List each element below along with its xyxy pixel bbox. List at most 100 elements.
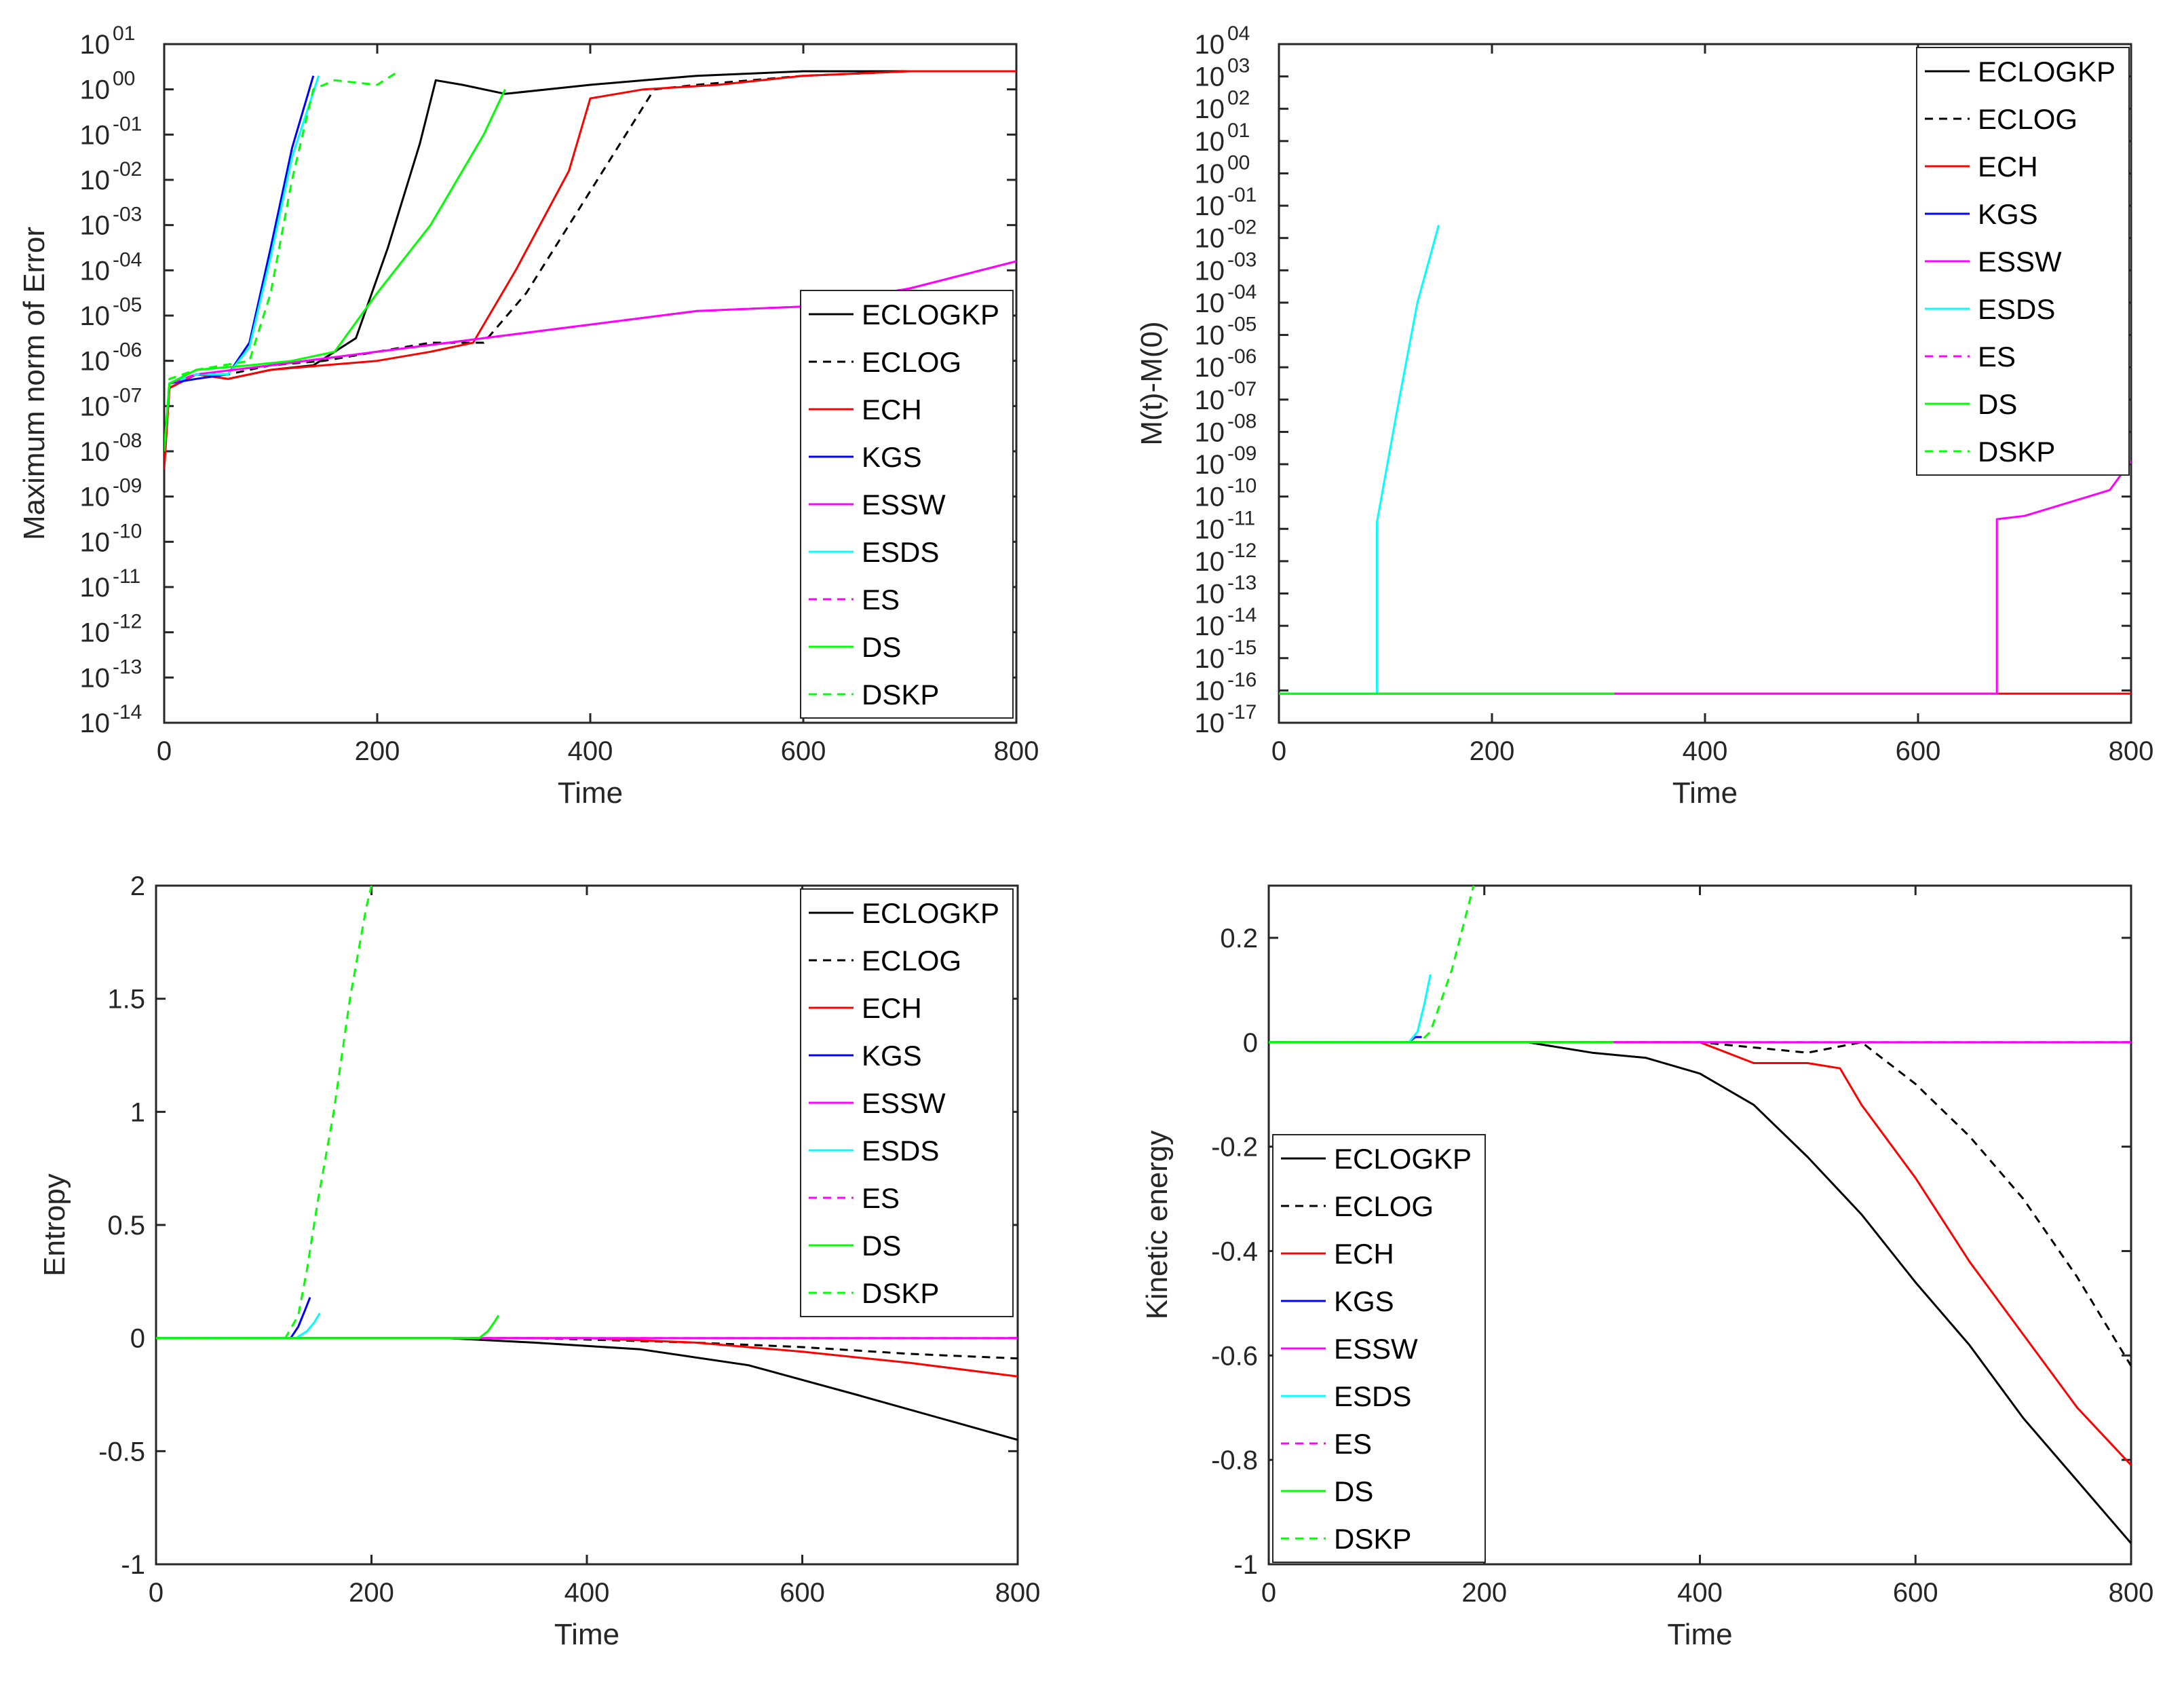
y-tick-exponent: 01 [113, 22, 135, 45]
x-tick-label: 200 [349, 1578, 394, 1608]
x-tick-label: 600 [1893, 1578, 1938, 1608]
y-tick-exponent: -09 [113, 475, 142, 497]
series-line-eclog [156, 1337, 1018, 1360]
y-tick-exponent: -14 [1227, 604, 1257, 626]
y-tick-label: 10 [1195, 288, 1225, 318]
y-tick-label: 10 [80, 527, 111, 557]
series-line-esds [156, 1312, 321, 1340]
legend-label-essw: ESSW [1334, 1333, 1418, 1365]
x-tick-label: 600 [1896, 736, 1941, 766]
y-tick-exponent: -04 [1227, 281, 1257, 303]
legend-label-es: ES [1978, 341, 2016, 373]
legend-label-essw: ESSW [862, 489, 946, 521]
legend-label-esds: ESDS [862, 536, 939, 568]
series-line-esds [1269, 974, 1432, 1044]
y-tick-label: 0.2 [1220, 924, 1258, 953]
y-tick-label: 10 [80, 166, 111, 195]
x-tick-label: 400 [1683, 736, 1728, 766]
x-axis-label: Time [1672, 776, 1738, 810]
y-tick-label: 10 [1195, 483, 1225, 512]
y-tick-exponent: -09 [1227, 442, 1257, 465]
y-tick-label: 10 [1195, 580, 1225, 609]
mass-difference-chart: 0 200 400 600 80010-1710-1610-1510-1410-1310… [1135, 22, 2153, 810]
legend-label-eclog: ECLOG [1978, 103, 2077, 135]
y-tick-exponent: 02 [1227, 87, 1250, 109]
y-tick-exponent: -03 [1227, 248, 1257, 271]
legend-label-ech: ECH [1978, 151, 2038, 183]
legend-label-ech: ECH [862, 992, 922, 1024]
y-tick-exponent: -17 [1227, 701, 1257, 723]
y-axis-label: Maximum norm of Error [18, 227, 51, 540]
y-tick-label: 10 [1195, 224, 1225, 254]
y-tick-label: 10 [80, 30, 111, 60]
series-line-eclogkp [1269, 1041, 2131, 1545]
legend-label-ds: DS [1978, 388, 2017, 420]
y-tick-exponent: -07 [1227, 378, 1257, 400]
y-tick-label: 10 [1195, 514, 1225, 544]
legend-label-eclogkp: ECLOGKP [862, 299, 999, 330]
x-tick-label: 0 [1261, 1578, 1276, 1608]
y-tick-exponent: 03 [1227, 55, 1250, 77]
y-tick-exponent: -16 [1227, 668, 1257, 691]
y-tick-label: 0 [130, 1324, 145, 1354]
x-tick-label: 0 [157, 736, 172, 766]
y-tick-label: 10 [80, 663, 111, 693]
legend-label-eclogkp: ECLOGKP [862, 897, 999, 929]
y-tick-label: 10 [80, 573, 111, 603]
y-tick-label: 10 [80, 301, 111, 331]
y-tick-exponent: -04 [113, 248, 142, 271]
legend-label-dskp: DSKP [1334, 1523, 1411, 1555]
y-tick-label: 10 [1195, 676, 1225, 706]
series-line-dskp [164, 70, 400, 452]
y-tick-label: 10 [1195, 321, 1225, 351]
series-line-kgs [164, 75, 315, 452]
legend-label-essw: ESSW [1978, 246, 2062, 278]
legend-label-kgs: KGS [862, 1040, 922, 1072]
legend-label-kgs: KGS [1334, 1285, 1394, 1317]
x-tick-label: 600 [781, 736, 826, 766]
legend-label-dskp: DSKP [1978, 436, 2055, 468]
series-line-ech [164, 70, 1016, 470]
y-tick-exponent: -11 [1227, 507, 1255, 529]
y-tick-exponent: -14 [113, 701, 142, 723]
legend-label-es: ES [862, 1182, 900, 1214]
x-tick-label: 800 [2109, 736, 2154, 766]
y-tick-exponent: -13 [1227, 572, 1257, 594]
y-tick-label: 1 [130, 1097, 145, 1127]
x-tick-label: 400 [564, 1578, 610, 1608]
y-tick-exponent: 01 [1227, 119, 1250, 142]
y-tick-label: 1.5 [107, 985, 145, 1015]
legend-label-eclogkp: ECLOGKP [1334, 1143, 1472, 1175]
x-tick-label: 800 [2109, 1578, 2154, 1608]
legend-label-es: ES [1334, 1428, 1372, 1460]
y-tick-label: 10 [1195, 94, 1225, 124]
x-tick-label: 400 [568, 736, 613, 766]
legend-label-ech: ECH [1334, 1238, 1394, 1270]
y-tick-label: 10 [1195, 62, 1225, 92]
x-tick-label: 0 [149, 1578, 164, 1608]
y-tick-label: 10 [1195, 709, 1225, 738]
y-tick-label: 10 [80, 120, 111, 150]
y-tick-label: 10 [80, 483, 111, 512]
y-tick-exponent: -12 [1227, 540, 1257, 562]
x-tick-label: 400 [1677, 1578, 1723, 1608]
legend-label-dskp: DSKP [862, 1277, 939, 1309]
plot-area [1279, 225, 2131, 695]
y-tick-exponent: 00 [1227, 151, 1250, 174]
series-line-ds [156, 1315, 500, 1340]
y-tick-exponent: -06 [113, 339, 142, 362]
legend-label-esds: ESDS [1334, 1380, 1411, 1412]
y-tick-label: 10 [1195, 385, 1225, 415]
x-tick-label: 800 [995, 1578, 1041, 1608]
legend-label-dskp: DSKP [862, 679, 939, 711]
y-tick-label: 0 [1243, 1028, 1258, 1058]
y-tick-label: 10 [80, 75, 111, 105]
y-tick-label: 10 [80, 618, 111, 648]
y-tick-exponent: -05 [113, 294, 142, 316]
y-tick-label: -1 [1233, 1550, 1258, 1580]
y-tick-label: 10 [80, 347, 111, 377]
series-line-ech [1269, 1041, 2131, 1466]
